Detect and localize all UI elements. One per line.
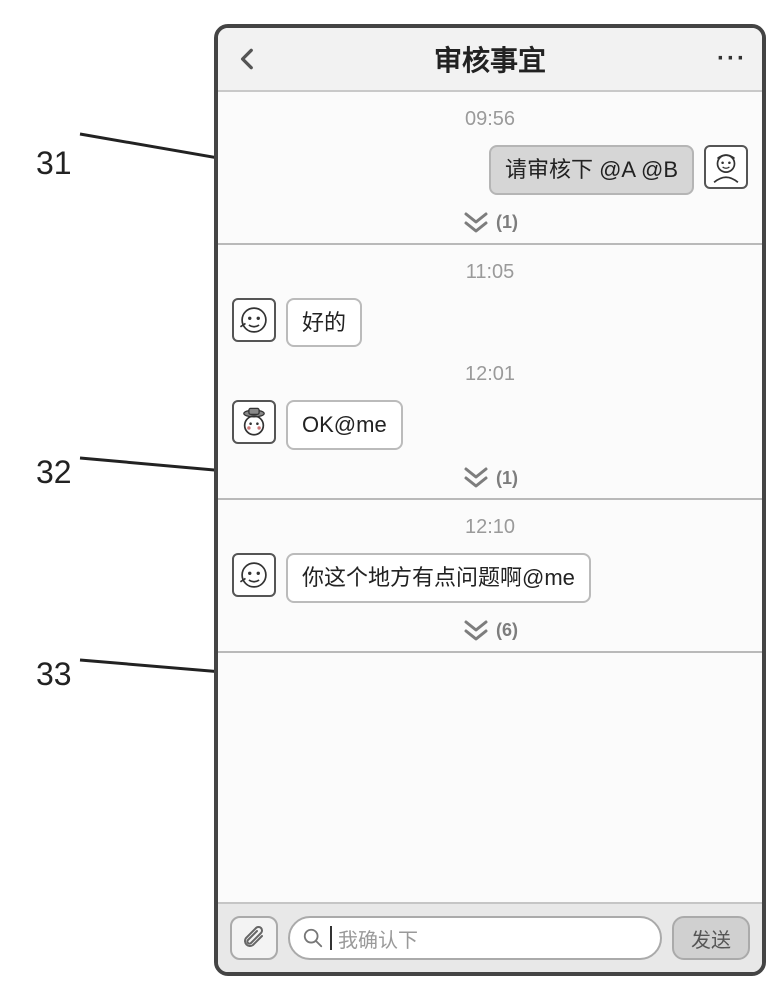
chat-header: 审核事宜 ··· [218,28,762,92]
double-chevron-down-icon [462,466,490,490]
input-draft-text: 我确认下 [338,924,418,953]
avatar-user-b[interactable] [232,400,276,444]
more-button[interactable]: ··· [712,39,752,79]
paperclip-icon [242,926,266,950]
chevron-left-icon [235,46,261,72]
avatar-user-a[interactable] [232,298,276,342]
avatar-user-a[interactable] [232,553,276,597]
ellipsis-icon: ··· [717,45,747,73]
chat-section-2: 11:05 好的 12:01 [218,245,762,490]
chat-title: 审核事宜 [268,39,712,79]
message-bubble-sent: 请审核下 @A @B [489,145,694,195]
section-divider [218,651,762,653]
avatar-me[interactable] [704,145,748,189]
message-row: 好的 [232,298,748,348]
send-button-label: 发送 [691,924,731,953]
search-icon [302,927,324,949]
chat-body: 09:56 请审核下 @A @B ( [218,92,762,902]
fold-indicator-3[interactable]: (6) [232,619,748,643]
fold-count: (1) [496,212,518,233]
fold-indicator-1[interactable]: (1) [232,211,748,235]
timestamp: 12:10 [232,516,748,539]
phone-frame: 审核事宜 ··· 09:56 请审核下 @A @B [214,24,766,976]
timestamp: 12:01 [232,363,748,386]
callout-32-label: 32 [36,454,72,491]
back-button[interactable] [228,39,268,79]
text-caret [330,926,332,950]
message-input[interactable]: 我确认下 [288,916,662,960]
input-bar: 我确认下 发送 [218,902,762,972]
avatar-hat-face-icon [237,405,271,439]
fold-count: (1) [496,468,518,489]
timestamp: 09:56 [232,108,748,131]
message-row: 你这个地方有点问题啊@me [232,553,748,603]
avatar-round-face-icon [237,558,271,592]
timestamp: 11:05 [232,261,748,284]
message-bubble-recv: OK@me [286,400,403,450]
avatar-round-face-icon [237,303,271,337]
message-row: 请审核下 @A @B [232,145,748,195]
fold-indicator-2[interactable]: (1) [232,466,748,490]
callout-31-label: 31 [36,145,72,182]
message-bubble-recv: 你这个地方有点问题啊@me [286,553,591,603]
callout-33-label: 33 [36,656,72,693]
chat-section-3: 12:10 你这个地方有点问题啊@me (6) [218,500,762,643]
chat-section-1: 09:56 请审核下 @A @B ( [218,92,762,235]
double-chevron-down-icon [462,211,490,235]
send-button[interactable]: 发送 [672,916,750,960]
fold-count: (6) [496,620,518,641]
double-chevron-down-icon [462,619,490,643]
attach-button[interactable] [230,916,278,960]
message-row: OK@me [232,400,748,450]
avatar-face-icon [709,150,743,184]
message-bubble-recv: 好的 [286,298,362,348]
